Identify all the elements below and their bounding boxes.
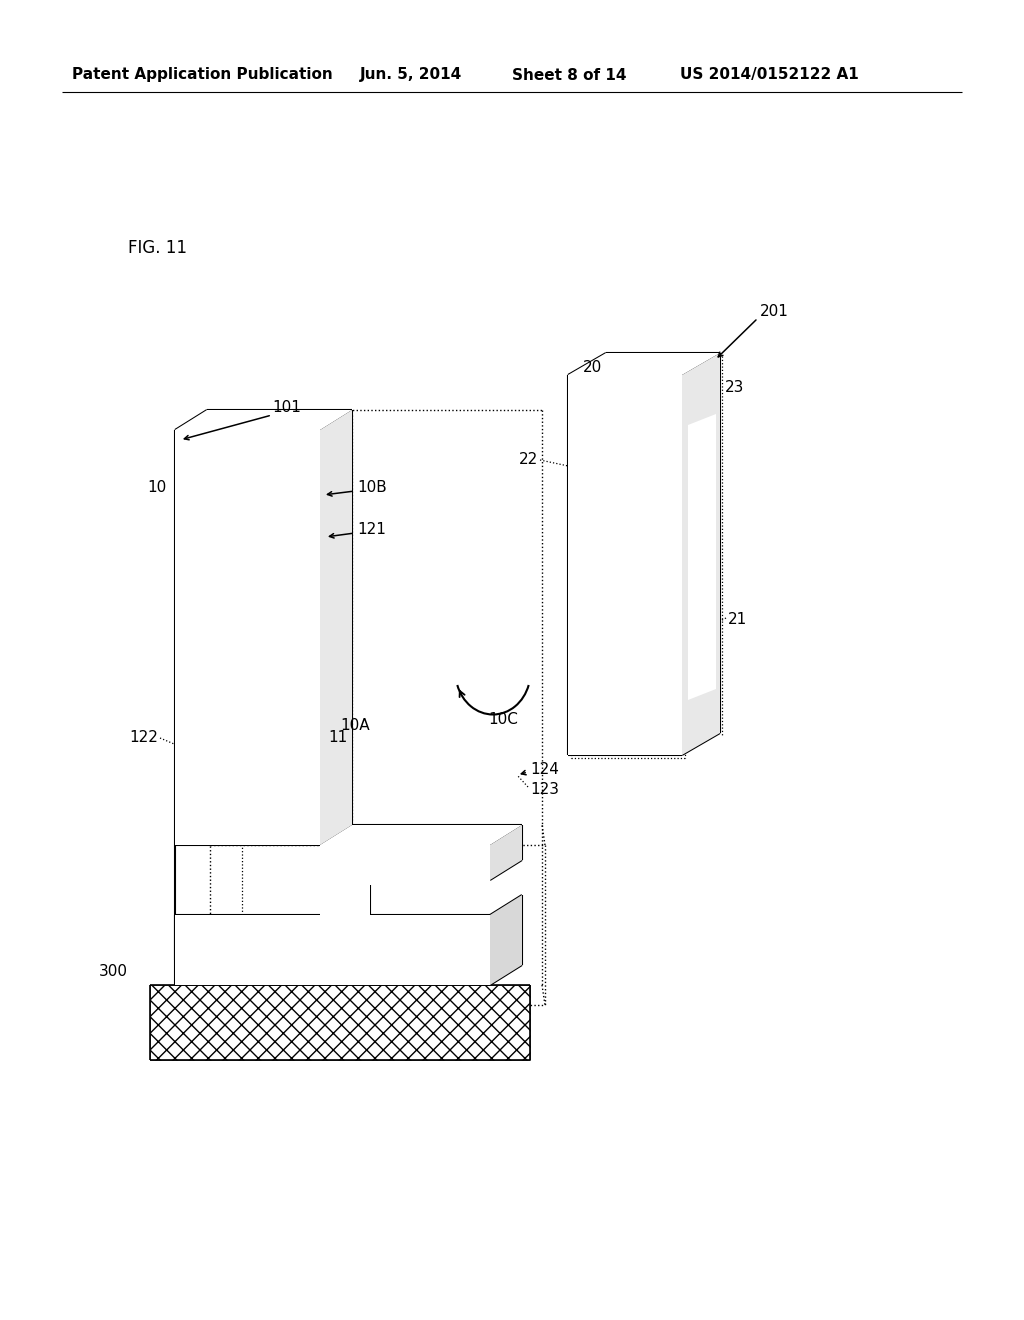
Text: Jun. 5, 2014: Jun. 5, 2014 <box>360 67 462 82</box>
Polygon shape <box>175 430 319 845</box>
Text: 121: 121 <box>357 523 386 537</box>
Text: 21: 21 <box>728 612 748 627</box>
Text: 22: 22 <box>519 453 538 467</box>
Polygon shape <box>490 825 522 880</box>
Text: 122: 122 <box>129 730 158 746</box>
Text: 10C: 10C <box>488 713 518 727</box>
Text: 300: 300 <box>99 965 128 979</box>
Text: Sheet 8 of 14: Sheet 8 of 14 <box>512 67 627 82</box>
Text: Patent Application Publication: Patent Application Publication <box>72 67 333 82</box>
Polygon shape <box>568 375 682 755</box>
Text: 10A: 10A <box>340 718 370 734</box>
Text: 101: 101 <box>272 400 301 416</box>
Text: FIG. 11: FIG. 11 <box>128 239 187 257</box>
Polygon shape <box>150 965 562 985</box>
Polygon shape <box>568 352 720 375</box>
Polygon shape <box>319 411 352 845</box>
Polygon shape <box>319 845 490 884</box>
Polygon shape <box>150 985 530 1060</box>
Polygon shape <box>682 352 720 755</box>
Text: 123: 123 <box>530 783 559 797</box>
Text: 124: 124 <box>530 763 559 777</box>
Polygon shape <box>175 411 352 430</box>
Text: 11: 11 <box>328 730 347 746</box>
Polygon shape <box>175 915 490 985</box>
Polygon shape <box>688 414 716 700</box>
Text: 201: 201 <box>760 305 788 319</box>
Polygon shape <box>319 845 490 915</box>
Text: US 2014/0152122 A1: US 2014/0152122 A1 <box>680 67 859 82</box>
Text: 10B: 10B <box>357 480 387 495</box>
Polygon shape <box>319 825 522 845</box>
Polygon shape <box>490 895 522 985</box>
Polygon shape <box>150 985 530 1060</box>
Text: 20: 20 <box>583 360 602 375</box>
Text: 10: 10 <box>147 480 166 495</box>
Text: 23: 23 <box>725 380 744 396</box>
